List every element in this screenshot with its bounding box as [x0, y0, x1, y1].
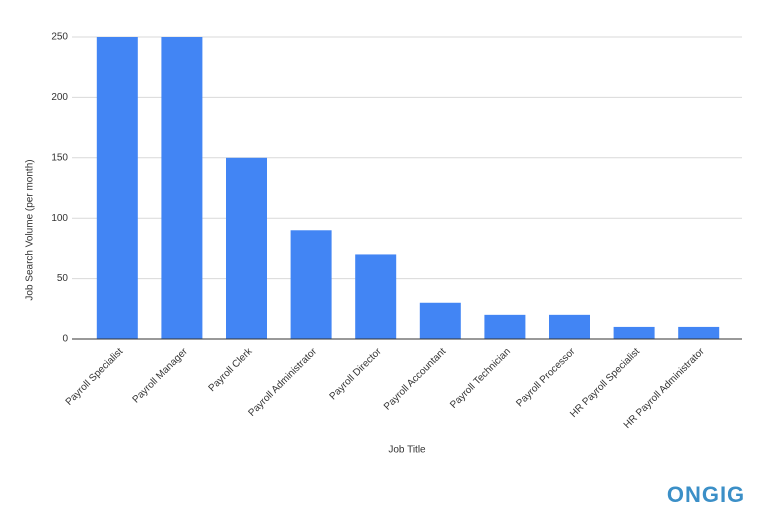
bar [96, 37, 138, 339]
x-tick-label: Payroll Manager [131, 346, 191, 406]
x-axis-title: Job Title [388, 445, 426, 456]
x-tick-label: Payroll Technician [448, 346, 513, 411]
y-tick-label: 150 [51, 152, 68, 163]
x-tick-label: Payroll Administrator [246, 346, 319, 419]
bar [355, 254, 397, 339]
y-tick-label: 50 [57, 273, 69, 284]
y-tick-label: 200 [51, 92, 68, 103]
y-tick-label: 0 [62, 334, 68, 345]
x-tick-label: Payroll Clerk [207, 346, 256, 395]
bar [613, 326, 655, 339]
logo: ONGIG [667, 482, 745, 507]
y-tick-label: 250 [51, 32, 68, 43]
bar [549, 314, 590, 339]
y-axis-title: Job Search Volume (per month) [25, 159, 36, 300]
bar [484, 314, 526, 339]
x-tick-label: HR Payroll Specialist [568, 346, 642, 420]
bar [226, 157, 267, 339]
x-tick-label: Payroll Specialist [64, 346, 126, 408]
x-tick-label: Payroll Accountant [382, 346, 449, 413]
bar [161, 37, 203, 339]
bar [678, 326, 720, 339]
x-tick-label: Payroll Director [328, 346, 385, 403]
bar [419, 302, 461, 339]
bar [290, 230, 332, 339]
y-tick-label: 100 [51, 213, 68, 224]
x-tick-label: Payroll Processor [514, 346, 578, 410]
